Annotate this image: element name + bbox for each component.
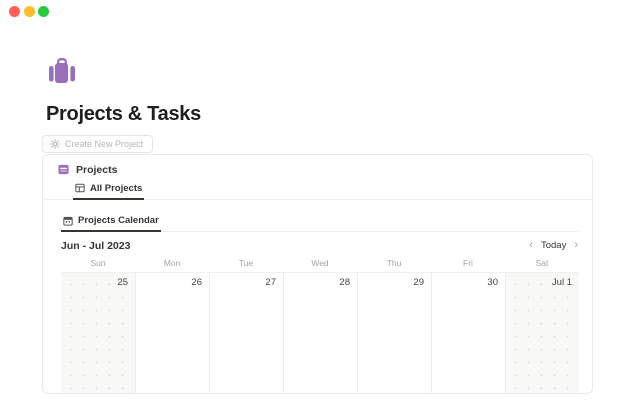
zoom-button[interactable] (38, 6, 49, 17)
day-header-sun: Sun (90, 258, 106, 268)
tab-projects-calendar[interactable]: Projects Calendar (61, 215, 161, 232)
create-new-project-label: Create New Project (65, 139, 144, 149)
tab-all-projects-label: All Projects (90, 182, 143, 194)
database-view-tabs: All Projects (43, 176, 592, 200)
calendar-icon (63, 216, 73, 226)
calendar-cell[interactable]: 28 (283, 273, 357, 393)
database-header: Projects (43, 155, 592, 176)
calendar-grid: 25 26 27 28 29 30 Jul 1 (61, 272, 579, 393)
database-icon (58, 164, 69, 175)
chevron-left-icon[interactable]: ‹ (529, 239, 533, 251)
calendar-view-tabs: Projects Calendar (61, 213, 579, 232)
calendar-toolbar: Jun - Jul 2023 ‹ Today › (61, 239, 579, 252)
projects-database-card: Projects All Projects (42, 154, 593, 394)
today-button[interactable]: Today (540, 240, 567, 251)
calendar-cell[interactable]: Jul 1 (505, 273, 579, 393)
chevron-right-icon[interactable]: › (574, 239, 578, 251)
close-button[interactable] (9, 6, 20, 17)
calendar-cell[interactable]: 26 (135, 273, 209, 393)
page-title: Projects & Tasks (46, 103, 201, 125)
day-header-row: Sun Mon Tue Wed Thu Fri Sat (61, 258, 579, 272)
minimize-button[interactable] (23, 6, 35, 17)
calendar-nav: ‹ Today › (528, 239, 579, 252)
day-header-thu: Thu (386, 258, 402, 268)
calendar-section: Projects Calendar Jun - Jul 2023 ‹ Today… (61, 213, 579, 393)
calendar-range-label: Jun - Jul 2023 (61, 239, 131, 252)
calendar-cell[interactable]: 30 (431, 273, 505, 393)
tab-all-projects[interactable]: All Projects (73, 182, 145, 200)
day-header-wed: Wed (311, 258, 329, 268)
calendar-cell[interactable]: 27 (209, 273, 283, 393)
calendar-cell[interactable]: 29 (357, 273, 431, 393)
table-icon (75, 183, 85, 193)
window-controls (9, 6, 49, 17)
gear-icon (50, 139, 60, 149)
day-header-mon: Mon (163, 258, 181, 268)
tab-projects-calendar-label: Projects Calendar (78, 215, 159, 226)
calendar-cell[interactable]: 25 (61, 273, 135, 393)
create-new-project-button[interactable]: Create New Project (42, 135, 154, 153)
day-header-tue: Tue (238, 258, 254, 268)
day-header-sat: Sat (535, 258, 549, 268)
day-header-fri: Fri (463, 258, 473, 268)
database-title[interactable]: Projects (76, 163, 118, 176)
luggage-icon[interactable] (48, 58, 75, 84)
